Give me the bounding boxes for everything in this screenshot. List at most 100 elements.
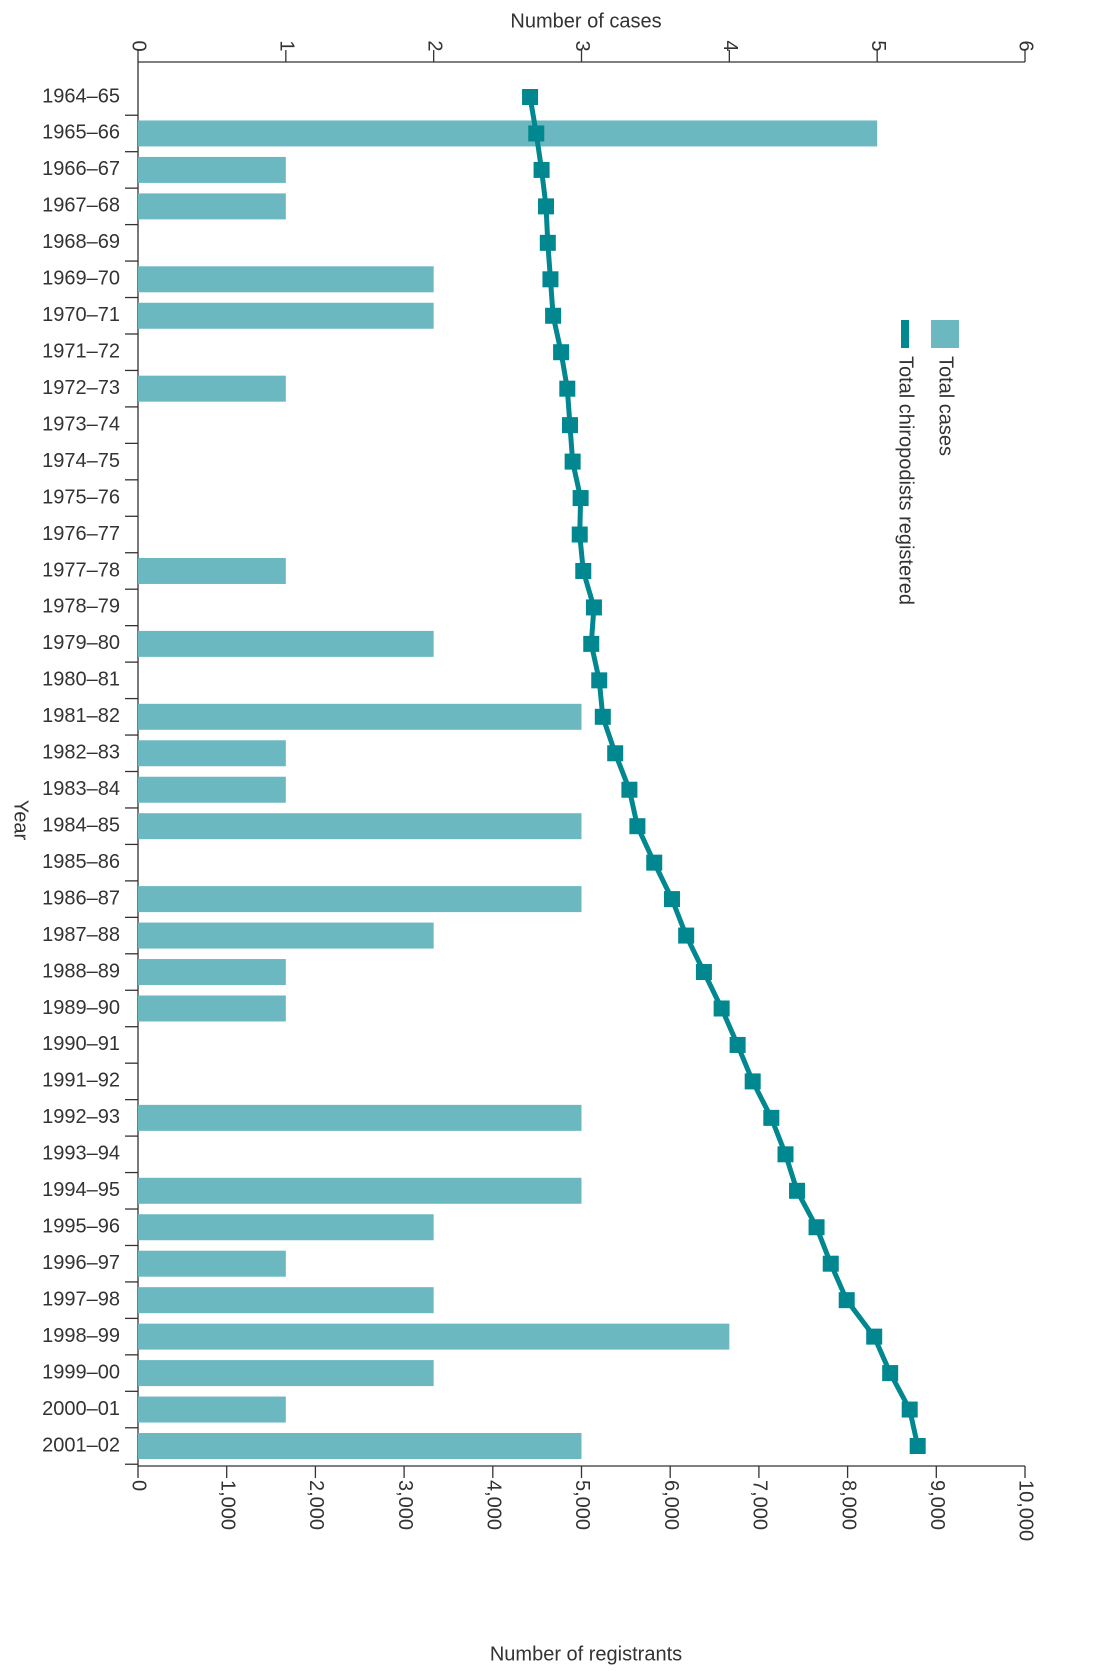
marker (591, 672, 608, 689)
x-tick-label: 9,000 (926, 1480, 948, 1530)
bar (138, 266, 434, 293)
marker (585, 599, 602, 616)
y-tick-label: 1972–73 (42, 377, 120, 399)
bar (138, 1250, 286, 1277)
marker (545, 307, 562, 324)
legend-label: Total chiropodists registered (895, 356, 917, 605)
x-tick-label: 7,000 (749, 1480, 771, 1530)
marker (559, 380, 576, 397)
marker (607, 745, 624, 762)
y-tick-label: 1976–77 (42, 523, 120, 545)
x-tick-label: 2,000 (305, 1480, 327, 1530)
bar (138, 156, 286, 183)
x-tick-label: 4,000 (483, 1480, 505, 1530)
marker (575, 562, 592, 579)
marker (539, 234, 556, 251)
x-tick-label: 10,000 (1015, 1480, 1037, 1541)
marker (572, 490, 589, 507)
y-tick-label: 1970–71 (42, 304, 120, 326)
x2-tick-label: 0 (128, 40, 150, 51)
bar (138, 703, 582, 730)
y-tick-label: 1986–87 (42, 887, 120, 909)
bar (138, 375, 286, 402)
y-tick-label: 1997–98 (42, 1288, 120, 1310)
marker (561, 417, 578, 434)
bar (138, 813, 582, 840)
bar (138, 1287, 434, 1314)
x-tick-label: 8,000 (837, 1480, 859, 1530)
marker (838, 1292, 855, 1309)
marker (542, 271, 559, 288)
y-tick-label: 1991–92 (42, 1070, 120, 1092)
y-tick-label: 1978–79 (42, 596, 120, 618)
bar (138, 302, 434, 329)
x-tick-label: 0 (128, 1480, 150, 1491)
bar (138, 959, 286, 986)
bar (138, 1177, 582, 1204)
marker (646, 854, 663, 871)
bar (138, 557, 286, 584)
y-tick-label: 1979–80 (42, 632, 120, 654)
y-axis-title: Year (10, 800, 32, 841)
y-tick-label: 2001–02 (42, 1434, 120, 1456)
x-tick-label: 5,000 (571, 1480, 593, 1530)
marker (882, 1365, 899, 1382)
y-tick-label: 1990–91 (42, 1033, 120, 1055)
y-tick-label: 1967–68 (42, 195, 120, 217)
y-tick-label: 2000–01 (42, 1398, 120, 1420)
marker (763, 1109, 780, 1126)
marker (553, 344, 570, 361)
y-tick-label: 1983–84 (42, 778, 120, 800)
x2-axis-title: Number of cases (510, 10, 661, 32)
x2-tick-label: 2 (423, 40, 445, 51)
y-tick-label: 1982–83 (42, 742, 120, 764)
y-tick-label: 1998–99 (42, 1325, 120, 1347)
marker (729, 1036, 746, 1053)
x2-tick-label: 6 (1015, 40, 1037, 51)
marker (901, 1401, 918, 1418)
marker (538, 198, 555, 215)
y-tick-label: 1984–85 (42, 814, 120, 836)
y-tick-label: 1964–65 (42, 85, 120, 107)
marker (528, 125, 545, 142)
y-tick-label: 1966–67 (42, 158, 120, 180)
bar (138, 886, 582, 913)
x2-tick-label: 1 (276, 40, 298, 51)
bar (138, 1360, 434, 1387)
x2-tick-label: 5 (867, 40, 889, 51)
bar (138, 995, 286, 1022)
y-tick-label: 1988–89 (42, 960, 120, 982)
y-tick-label: 1980–81 (42, 669, 120, 691)
y-tick-label: 1975–76 (42, 486, 120, 508)
x2-tick-label: 3 (571, 40, 593, 51)
marker (663, 891, 680, 908)
marker (789, 1182, 806, 1199)
y-tick-label: 1994–95 (42, 1179, 120, 1201)
y-tick-label: 1995–96 (42, 1216, 120, 1238)
legend-swatch (901, 320, 909, 348)
x-tick-label: 6,000 (660, 1480, 682, 1530)
bar (138, 1104, 582, 1131)
y-tick-label: 1969–70 (42, 268, 120, 290)
x-tick-label: 1,000 (216, 1480, 238, 1530)
marker (583, 635, 600, 652)
bar (138, 776, 286, 803)
y-tick-label: 1973–74 (42, 413, 120, 435)
marker (533, 161, 550, 178)
bar (138, 1214, 434, 1241)
x2-tick-label: 4 (719, 40, 741, 51)
marker (909, 1438, 926, 1454)
marker (822, 1255, 839, 1272)
legend-label: Total cases (935, 356, 957, 456)
bar (138, 193, 286, 220)
x-tick-label: 3,000 (394, 1480, 416, 1530)
bar (138, 630, 434, 657)
bar (138, 1396, 286, 1423)
bar (138, 120, 878, 147)
marker (621, 781, 638, 798)
y-tick-label: 1989–90 (42, 997, 120, 1019)
y-tick-label: 1974–75 (42, 450, 120, 472)
y-tick-label: 1996–97 (42, 1252, 120, 1274)
bar (138, 922, 434, 949)
y-tick-label: 1985–86 (42, 851, 120, 873)
